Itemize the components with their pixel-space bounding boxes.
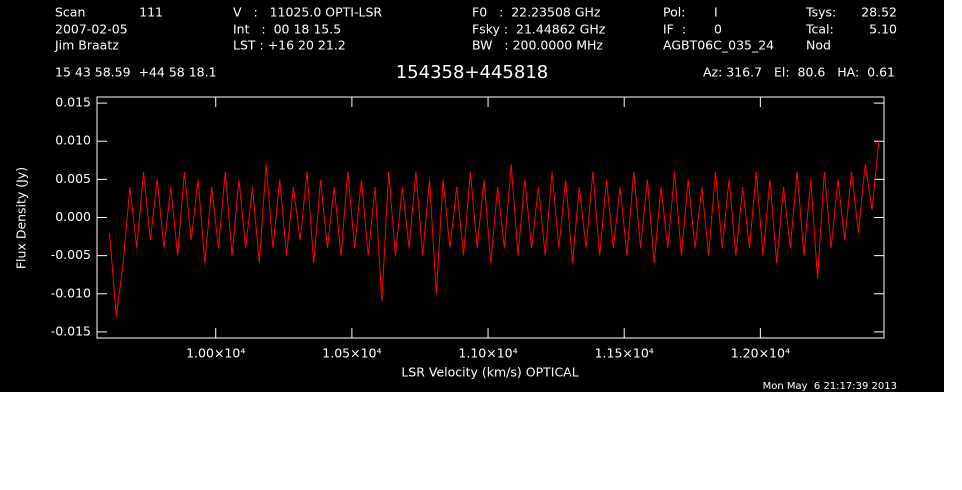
header-text: V : 11025.0 OPTI-LSR bbox=[233, 5, 382, 20]
header-text: 5.10 bbox=[869, 22, 897, 37]
y-tick-label: -0.005 bbox=[51, 247, 91, 262]
y-tick-label: -0.015 bbox=[51, 323, 91, 338]
y-tick-label: 0.015 bbox=[55, 95, 91, 110]
header-text: Tsys: bbox=[805, 5, 836, 20]
header-text: Jim Braatz bbox=[54, 38, 119, 53]
header-text: Int : 00 18 15.5 bbox=[233, 22, 341, 37]
y-tick-label: -0.010 bbox=[51, 285, 91, 300]
y-axis-label: Flux Density (Jy) bbox=[14, 167, 29, 269]
header-text: Fsky : 21.44862 GHz bbox=[472, 22, 606, 37]
y-tick-label: 0.010 bbox=[55, 133, 91, 148]
x-tick-label: 1.10×10⁴ bbox=[458, 346, 517, 361]
header-text: F0 : 22.23508 GHz bbox=[472, 5, 601, 20]
header-text: Pol: bbox=[663, 5, 685, 20]
header-text: AGBT06C_035_24 bbox=[663, 38, 774, 53]
timestamp: Mon May 6 21:17:39 2013 bbox=[763, 381, 897, 392]
header-text: IF : bbox=[663, 22, 686, 37]
header-text: 0 bbox=[714, 22, 722, 37]
header-text: I bbox=[714, 5, 718, 20]
x-axis-label: LSR Velocity (km/s) OPTICAL bbox=[401, 365, 578, 380]
y-tick-label: 0.005 bbox=[55, 171, 91, 186]
y-tick-label: 0.000 bbox=[55, 209, 91, 224]
chart-title: 154358+445818 bbox=[396, 62, 549, 83]
spectrum-line bbox=[109, 141, 880, 317]
header-text: Scan bbox=[55, 5, 85, 20]
header-text: Tcal: bbox=[805, 22, 834, 37]
header-text: 111 bbox=[139, 5, 163, 20]
header-text: 28.52 bbox=[861, 5, 897, 20]
x-tick-label: 1.15×10⁴ bbox=[595, 346, 654, 361]
plot-background bbox=[0, 0, 944, 392]
header-text: 15 43 58.59 +44 58 18.1 bbox=[55, 65, 217, 80]
x-tick-label: 1.00×10⁴ bbox=[186, 346, 245, 361]
header-text: Az: 316.7 El: 80.6 HA: 0.61 bbox=[703, 65, 895, 80]
header-text: LST : +16 20 21.2 bbox=[233, 38, 346, 53]
x-tick-label: 1.20×10⁴ bbox=[731, 346, 790, 361]
x-tick-label: 1.05×10⁴ bbox=[322, 346, 381, 361]
header-text: BW : 200.0000 MHz bbox=[472, 38, 603, 53]
header-text: Nod bbox=[806, 38, 831, 53]
header-text: 2007-02-05 bbox=[55, 22, 128, 37]
